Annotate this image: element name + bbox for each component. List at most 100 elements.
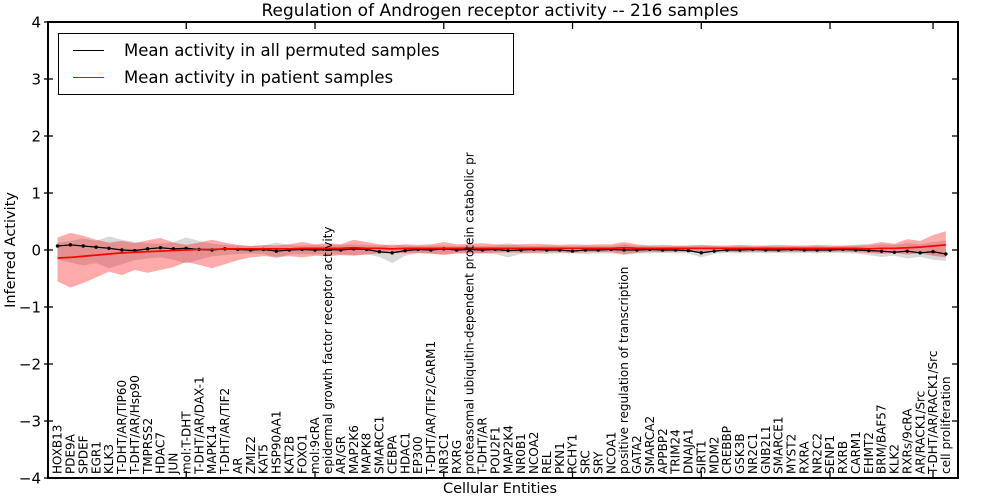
x-tick-label: KLK3	[102, 444, 116, 474]
y-tick-label: −3	[19, 413, 41, 431]
x-tick-label: HSP90AA1	[270, 410, 284, 474]
x-tick-label: T-DHT/AR/TIP60	[115, 380, 129, 475]
y-tick-label: 2	[31, 128, 41, 146]
legend-item-patient: Mean activity in patient samples	[59, 65, 513, 91]
x-tick-label: T-DHT/AR/RACK1/Src	[926, 351, 940, 475]
x-tick-label: MAPK8	[360, 433, 374, 474]
x-tick-label: JUN	[167, 453, 181, 475]
marker-dot	[454, 248, 459, 252]
x-tick-label: MAP2K4	[501, 425, 515, 474]
x-tick-label: SRC	[579, 450, 593, 474]
marker-dot	[339, 248, 343, 252]
marker-dot	[429, 248, 433, 252]
marker-dot	[776, 248, 781, 252]
marker-dot	[944, 252, 948, 256]
x-tick-label: T-DHT/AR/TIF2	[218, 388, 232, 475]
marker-dot	[622, 248, 626, 252]
legend-label-permuted: Mean activity in all permuted samples	[124, 41, 440, 60]
marker-dot	[557, 248, 562, 252]
x-tick-label: T-DHT/AR/TIF2/CARM1	[424, 341, 438, 475]
x-tick-label: CEBPA	[385, 434, 399, 474]
marker-dot	[403, 248, 407, 253]
x-tick-label: GSK3B	[733, 433, 747, 474]
marker-dot	[570, 249, 575, 253]
x-tick-label: MAP2K6	[347, 425, 361, 474]
x-tick-label: RXRA	[797, 441, 811, 474]
marker-dot	[583, 248, 588, 252]
x-tick-label: DNAJA1	[682, 428, 696, 474]
x-tick-label: EHMT2	[862, 432, 876, 474]
marker-dot	[94, 245, 98, 249]
x-tick-label: proteasomal ubiquitin-dependent protein …	[463, 152, 477, 474]
x-tick-label: MAPK14	[205, 425, 219, 474]
x-tick-label: CARM1	[849, 431, 863, 474]
x-tick-label: FOXO1	[295, 434, 309, 474]
x-tick-label: PDE9A	[64, 433, 78, 474]
x-tick-label: RXRG	[450, 440, 464, 474]
marker-dot	[506, 248, 510, 253]
x-tick-label: AR	[231, 457, 245, 474]
marker-dot	[377, 250, 382, 254]
marker-dot	[879, 249, 884, 253]
marker-dot	[313, 248, 317, 252]
x-tick-label: mol:T-DHT	[179, 411, 193, 474]
marker-dot	[712, 249, 716, 253]
x-tick-label: AR/RACK1/Src	[913, 391, 927, 474]
y-tick-label: −2	[19, 356, 41, 374]
marker-dot	[480, 248, 485, 252]
x-tick-label: KLK2	[888, 444, 902, 474]
marker-dot	[866, 248, 871, 253]
x-tick-label: NR2C2	[810, 433, 824, 474]
x-tick-label: EP300	[411, 436, 425, 474]
marker-dot	[390, 251, 394, 255]
y-tick-label: −4	[19, 470, 41, 488]
marker-dot	[815, 248, 819, 252]
marker-dot	[931, 250, 935, 254]
marker-dot	[828, 248, 832, 252]
marker-dot	[68, 243, 73, 247]
y-tick-label: 4	[31, 14, 41, 32]
marker-dot	[725, 248, 729, 252]
x-tick-label: mol:9cRA	[308, 417, 322, 474]
y-tick-label: −1	[19, 299, 41, 317]
marker-dot	[145, 247, 150, 251]
x-tick-label: SENP1	[823, 435, 837, 474]
legend-label-patient: Mean activity in patient samples	[124, 68, 394, 87]
x-axis-title: Cellular Entities	[442, 481, 558, 497]
marker-dot	[545, 248, 549, 252]
permuted-line-sample-icon	[73, 50, 104, 51]
x-tick-label: epidermal growth factor receptor activit…	[321, 227, 335, 474]
x-tick-label: NR3C1	[437, 433, 451, 474]
x-tick-label: POU2F1	[488, 426, 502, 474]
y-tick-label: 1	[31, 185, 41, 203]
legend-item-permuted: Mean activity in all permuted samples	[59, 38, 513, 64]
x-tick-label: NCOA1	[604, 432, 618, 474]
x-tick-label: HDAC1	[398, 432, 412, 474]
x-tick-label: GATA2	[630, 435, 644, 474]
x-tick-label: KAT2B	[282, 436, 296, 474]
chart-title: Regulation of Androgen receptor activity…	[261, 1, 739, 21]
marker-dot	[81, 244, 85, 248]
x-tick-label: EGR1	[89, 441, 103, 474]
marker-dot	[158, 246, 163, 250]
marker-dot	[274, 249, 279, 253]
x-tick-label: cell proliferation	[939, 376, 953, 474]
marker-dot	[892, 250, 897, 254]
x-tick-label: NCOA2	[527, 432, 541, 474]
legend: Mean activity in all permuted samples Me…	[58, 33, 514, 95]
x-tick-label: MYST2	[785, 434, 799, 474]
marker-dot	[738, 248, 742, 252]
x-tick-label: MDM2	[707, 436, 721, 474]
x-tick-label: GNB2L1	[759, 426, 773, 474]
x-tick-label: ZMIZ2	[244, 436, 258, 474]
marker-dot	[596, 248, 600, 252]
x-tick-label: SMARCC1	[373, 416, 387, 474]
x-tick-label: positive regulation of transcription	[617, 267, 631, 474]
band-patient	[57, 231, 946, 288]
x-tick-label: SIRT1	[694, 440, 708, 474]
x-tick-label: SRY	[591, 451, 605, 474]
marker-dot	[120, 248, 124, 252]
x-tick-label: PKN1	[553, 442, 567, 474]
x-tick-label: NR0B1	[514, 433, 528, 474]
